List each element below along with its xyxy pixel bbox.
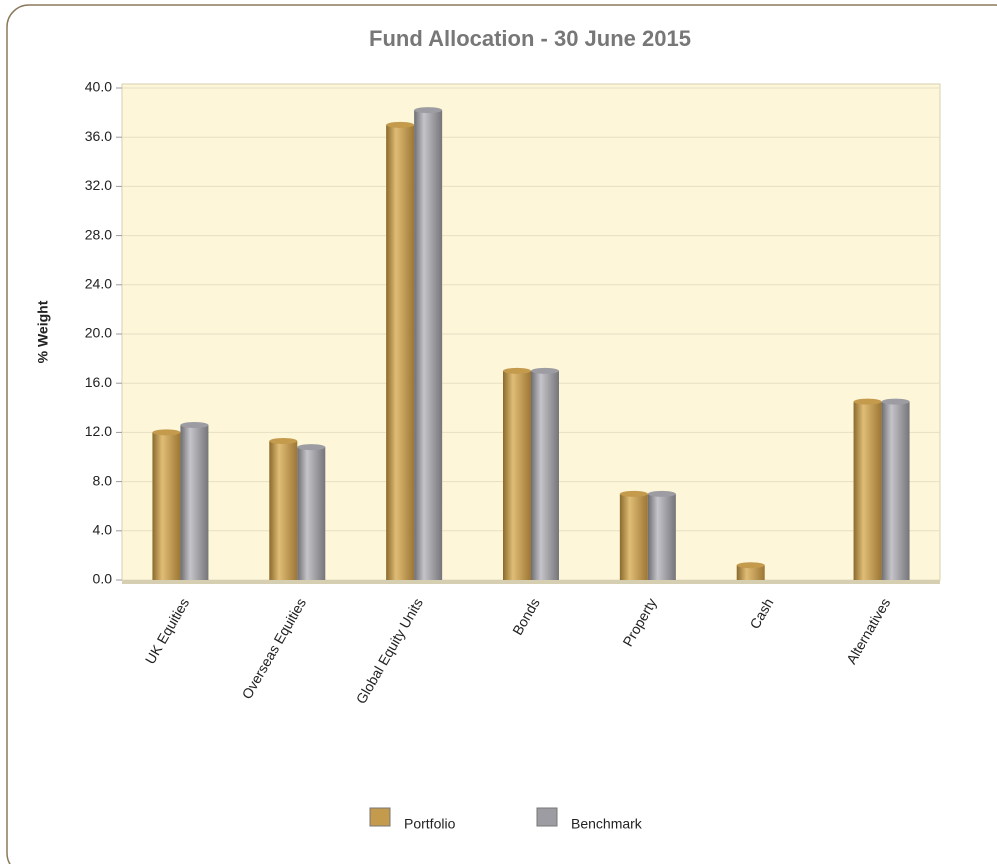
y-tick-label: 24.0 [85, 276, 112, 292]
bar [269, 441, 298, 580]
bar-cap [180, 422, 209, 429]
bar [503, 370, 531, 580]
bar [736, 565, 765, 580]
bar [531, 370, 559, 580]
bar-cap [736, 562, 765, 569]
bar [853, 401, 882, 580]
y-tick-label: 8.0 [93, 472, 113, 488]
bar-cap [503, 367, 531, 374]
y-tick-label: 0.0 [93, 571, 113, 587]
y-tick-label: 4.0 [93, 522, 113, 538]
legend-label: Benchmark [571, 816, 643, 832]
legend-swatch [369, 807, 391, 827]
bar [152, 432, 181, 580]
legend-label: Portfolio [404, 816, 456, 832]
bar-cap [853, 398, 882, 405]
bar [386, 124, 415, 581]
bar-cap [297, 444, 326, 451]
y-axis-label: % Weight [35, 300, 51, 363]
bar-cap [647, 490, 676, 497]
bar-cap [881, 398, 910, 405]
x-axis [122, 580, 940, 584]
bar-cap [414, 107, 443, 114]
y-tick-label: 28.0 [85, 226, 112, 242]
bar [881, 401, 910, 580]
bar-cap [386, 121, 415, 128]
bar [297, 447, 326, 580]
y-tick-label: 40.0 [85, 79, 112, 95]
bar-cap [531, 367, 559, 374]
bar [414, 110, 443, 580]
bar [647, 493, 676, 580]
bar-cap [152, 429, 181, 436]
y-tick-label: 20.0 [85, 325, 112, 341]
chart-title: Fund Allocation - 30 June 2015 [369, 26, 691, 51]
y-tick-label: 16.0 [85, 374, 112, 390]
y-tick-label: 32.0 [85, 177, 112, 193]
y-tick-label: 36.0 [85, 128, 112, 144]
bar-cap [269, 438, 298, 445]
bar-cap [619, 490, 648, 497]
y-tick-label: 12.0 [85, 423, 112, 439]
bar [619, 493, 648, 580]
legend-swatch [536, 807, 558, 827]
bar [180, 425, 209, 580]
